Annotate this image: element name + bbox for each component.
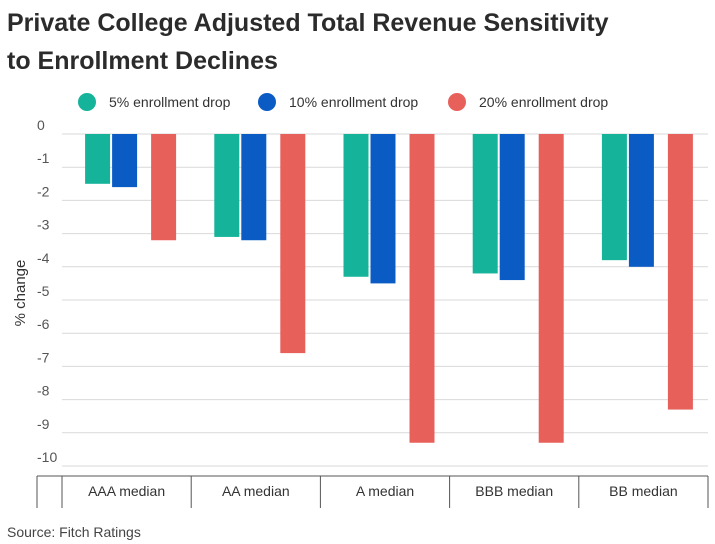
gridlines [62,133,708,467]
legend-label: 10% enrollment drop [289,94,418,110]
y-tick-label: -7 [37,349,50,365]
bar [499,134,525,281]
bar [241,134,267,241]
y-tick-label: -2 [37,183,50,199]
legend-swatch [258,93,276,111]
x-tick-label: BBB median [475,483,553,499]
bar [667,134,693,410]
y-tick-label: 0 [37,117,45,133]
y-tick-label: -6 [37,316,50,332]
chart-title-line-2: to Enrollment Declines [7,47,278,75]
x-tick-label: AAA median [88,483,165,499]
y-axis-ticks: 0 -1 -2 -3 -4 -5 -6 -7 -8 -9 -10 [37,117,57,465]
bar [214,134,240,237]
legend: 5% enrollment drop 10% enrollment drop 20%… [78,93,608,111]
y-tick-label: -3 [37,217,50,233]
bar-chart: 5% enrollment drop 10% enrollment drop 20%… [12,93,709,508]
bars [85,134,693,443]
bar [343,134,369,277]
y-axis-title: % change [12,260,29,327]
bar [628,134,654,267]
legend-swatch [78,93,96,111]
y-tick-label: -5 [37,283,50,299]
bar [538,134,564,443]
x-tick-label: AA median [222,483,290,499]
y-tick-label: -8 [37,383,50,399]
bar [85,134,111,184]
y-tick-label: -9 [37,416,50,432]
bar [601,134,627,261]
y-tick-label: -10 [37,449,57,465]
bar [472,134,498,274]
bar [151,134,177,241]
chart-title: Private College Adjusted Total Revenue S… [7,4,707,80]
y-tick-label: -4 [37,250,50,266]
legend-label: 20% enrollment drop [479,94,608,110]
y-tick-label: -1 [37,150,50,166]
x-tick-label: A median [356,483,414,499]
legend-label: 5% enrollment drop [109,94,231,110]
bar [112,134,138,188]
x-tick-label: BB median [609,483,677,499]
x-axis: AAA median AA median A median BBB median BB … [36,475,709,508]
bar [280,134,306,354]
chart-title-line-1: Private College Adjusted Total Revenue S… [7,9,609,37]
source-note: Source: Fitch Ratings [7,524,141,540]
legend-swatch [448,93,466,111]
bar [370,134,396,284]
bar [409,134,435,443]
